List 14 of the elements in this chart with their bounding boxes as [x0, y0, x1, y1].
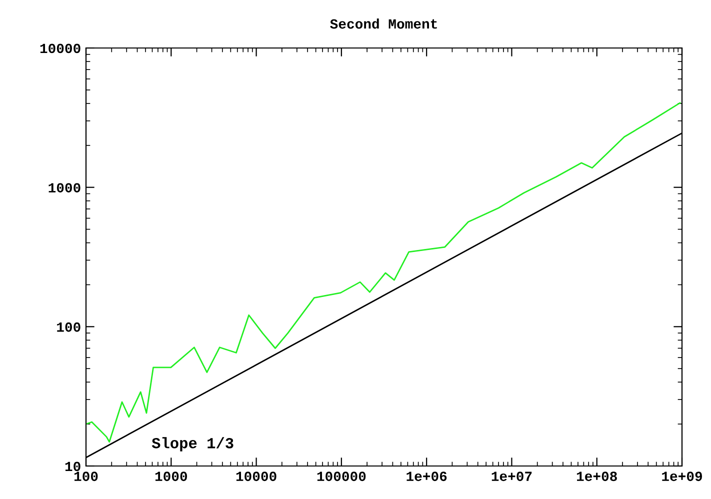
annotation: Slope 1/3 — [152, 437, 234, 452]
x-tick-label: 1000 — [155, 472, 188, 482]
chart-title: Second Moment — [330, 18, 437, 29]
x-tick-label: 1e+09 — [662, 472, 702, 482]
x-tick-label: 1e+07 — [492, 472, 532, 482]
y-tick-label: 1000 — [48, 183, 80, 193]
y-tick-label: 10000 — [40, 44, 80, 54]
x-tick-label: 10000 — [236, 472, 276, 482]
x-tick-label: 100 — [74, 472, 98, 482]
x-tick-label: 1e+08 — [576, 472, 617, 482]
x-tick-label: 1e+06 — [406, 472, 447, 482]
y-tick-label: 100 — [57, 322, 80, 332]
x-tick-label: 100000 — [317, 472, 366, 482]
y-tick-label: 10 — [65, 462, 80, 472]
